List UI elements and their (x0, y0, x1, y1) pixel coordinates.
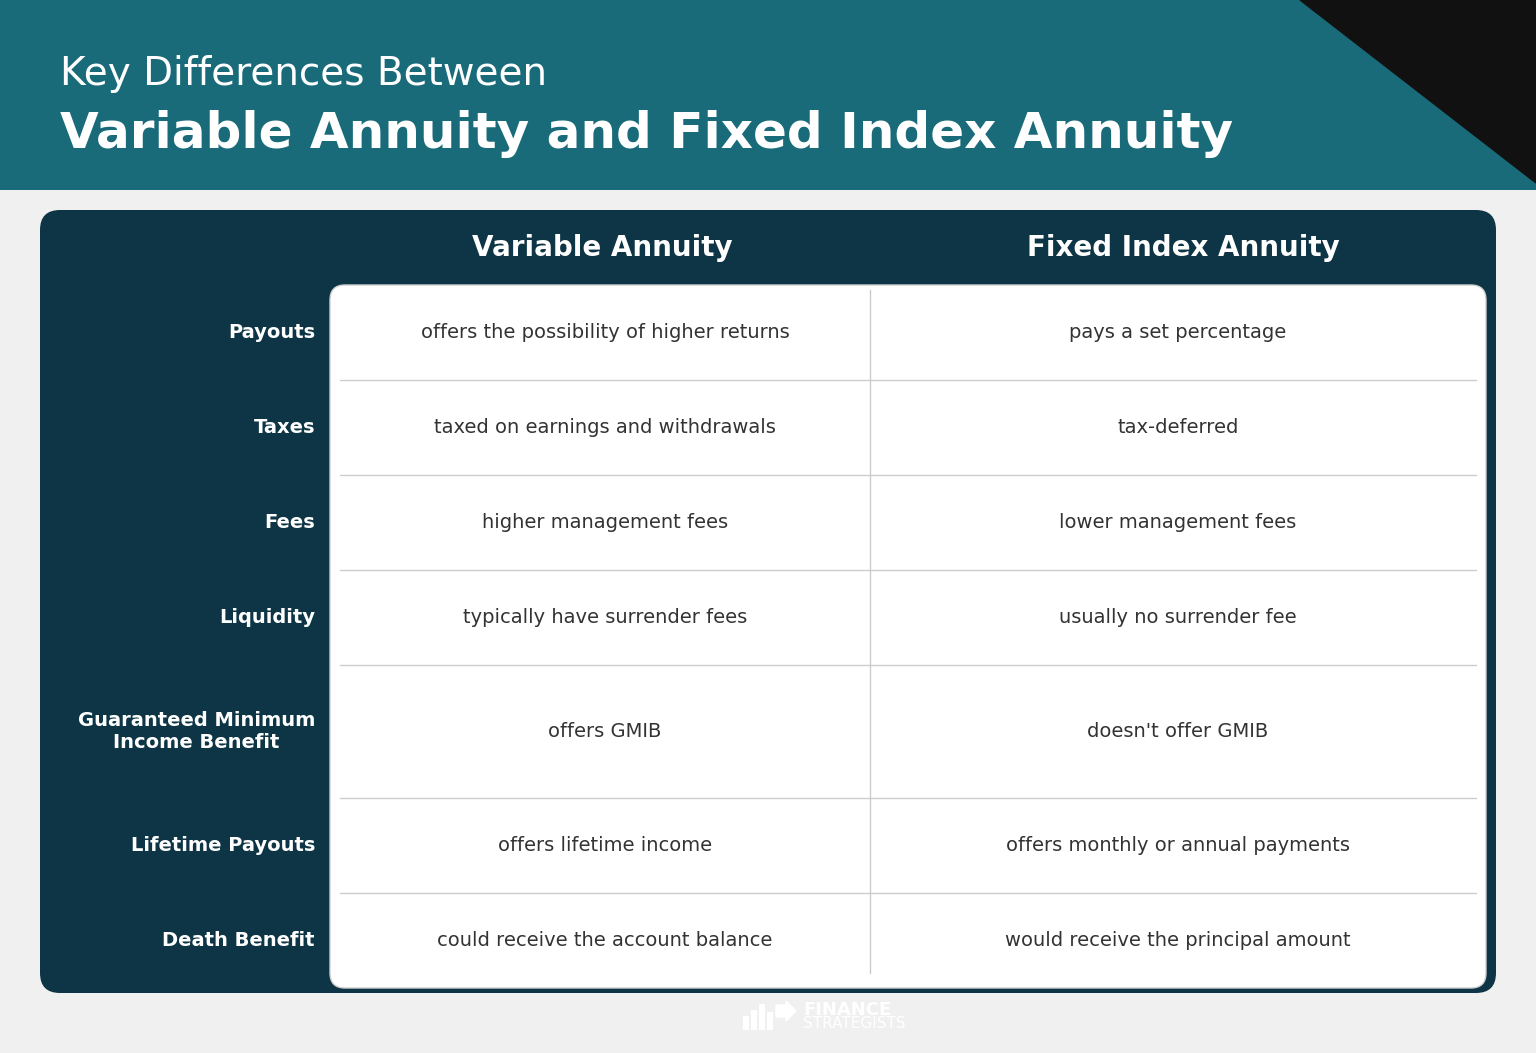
Text: offers lifetime income: offers lifetime income (498, 836, 713, 855)
Text: FINANCE: FINANCE (803, 1001, 891, 1019)
Text: Payouts: Payouts (227, 323, 315, 342)
Text: Liquidity: Liquidity (220, 608, 315, 627)
Text: could receive the account balance: could receive the account balance (438, 931, 773, 950)
Text: Variable Annuity: Variable Annuity (472, 234, 733, 261)
Text: offers GMIB: offers GMIB (548, 722, 662, 741)
Text: lower management fees: lower management fees (1060, 513, 1296, 532)
Bar (759, 1004, 765, 1030)
Text: offers monthly or annual payments: offers monthly or annual payments (1006, 836, 1350, 855)
FancyBboxPatch shape (40, 210, 1496, 993)
Text: taxed on earnings and withdrawals: taxed on earnings and withdrawals (435, 418, 776, 437)
Text: Death Benefit: Death Benefit (163, 931, 315, 950)
FancyBboxPatch shape (330, 285, 1485, 988)
Text: offers the possibility of higher returns: offers the possibility of higher returns (421, 323, 790, 342)
Text: tax-deferred: tax-deferred (1117, 418, 1238, 437)
Text: Variable Annuity and Fixed Index Annuity: Variable Annuity and Fixed Index Annuity (60, 110, 1233, 158)
Text: STRATEGISTS: STRATEGISTS (803, 1015, 906, 1031)
Bar (743, 1016, 750, 1030)
Text: Fixed Index Annuity: Fixed Index Annuity (1026, 234, 1339, 261)
Text: Lifetime Payouts: Lifetime Payouts (131, 836, 315, 855)
Text: typically have surrender fees: typically have surrender fees (462, 608, 746, 627)
FancyBboxPatch shape (0, 0, 1536, 190)
Bar (766, 1012, 773, 1030)
Text: doesn't offer GMIB: doesn't offer GMIB (1087, 722, 1269, 741)
Text: Key Differences Between: Key Differences Between (60, 55, 547, 93)
Text: Taxes: Taxes (253, 418, 315, 437)
Text: higher management fees: higher management fees (482, 513, 728, 532)
Text: Guaranteed Minimum
Income Benefit: Guaranteed Minimum Income Benefit (78, 711, 315, 752)
Text: would receive the principal amount: would receive the principal amount (1005, 931, 1350, 950)
Text: Fees: Fees (264, 513, 315, 532)
Text: usually no surrender fee: usually no surrender fee (1060, 608, 1296, 627)
Text: pays a set percentage: pays a set percentage (1069, 323, 1287, 342)
Polygon shape (1299, 0, 1536, 183)
Bar (751, 1010, 757, 1030)
Polygon shape (776, 1001, 796, 1021)
